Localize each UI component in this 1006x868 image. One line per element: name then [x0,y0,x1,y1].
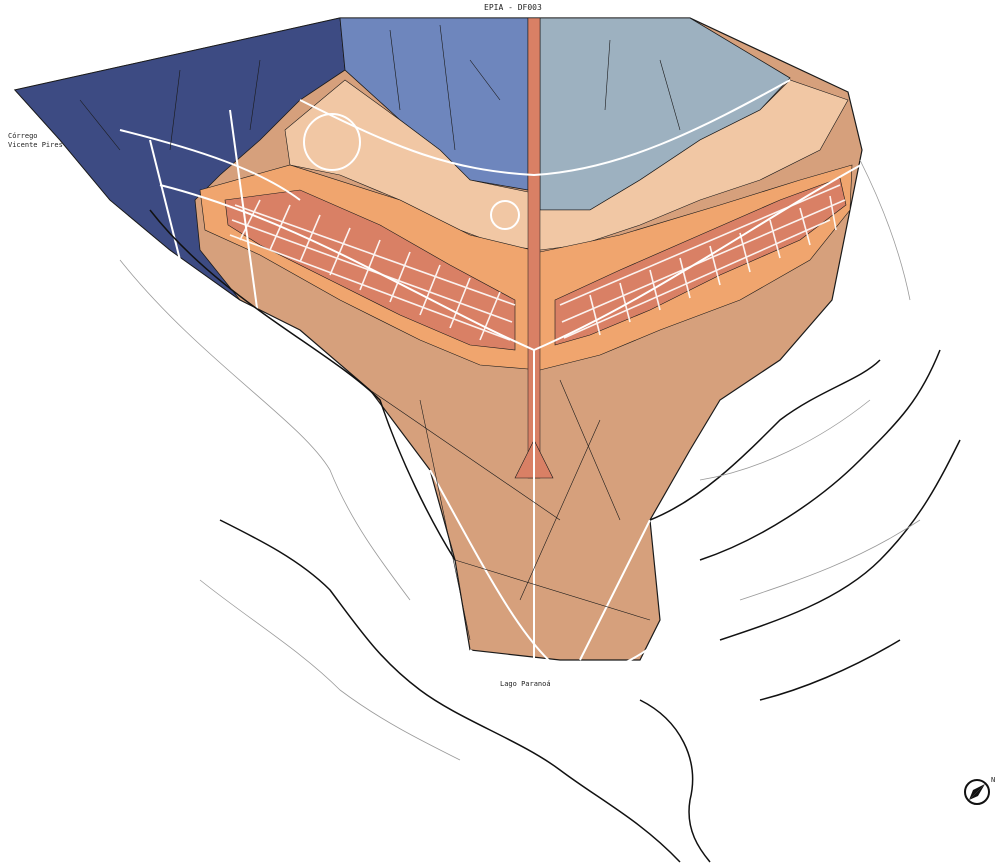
lake-contours [149,209,961,863]
superblock-grid-west [229,199,516,341]
road-network [119,79,881,680]
zone-divisions [79,24,681,641]
north-arrow-icon [964,779,990,805]
top-road-label: EPIA - DF003 [484,3,542,12]
north-label: N [991,776,996,784]
stream-label: Córrego Vicente Pires [8,132,63,150]
stream-label-line2: Vicente Pires [8,141,63,149]
zone-orange [199,164,853,371]
lake-contours-faint [119,159,921,761]
lake-label: Lago Paranoá [500,680,551,688]
stream-label-line1: Córrego [8,132,38,140]
